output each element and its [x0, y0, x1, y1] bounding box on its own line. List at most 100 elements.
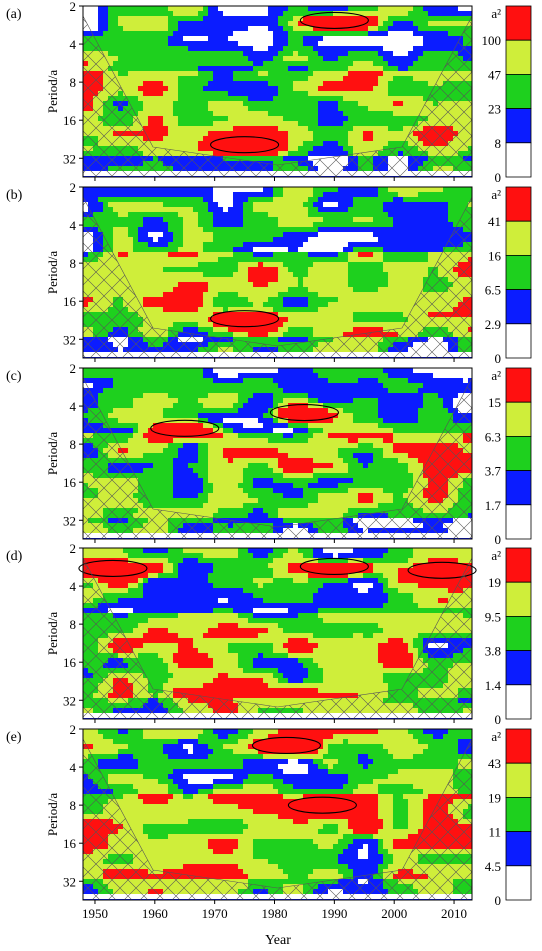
power-cell	[363, 51, 369, 57]
power-cell	[138, 187, 144, 193]
power-cell	[298, 66, 304, 72]
power-cell	[208, 197, 214, 203]
power-cell	[183, 297, 189, 303]
power-cell	[398, 307, 404, 313]
power-cell	[248, 227, 254, 233]
power-cell	[368, 46, 374, 52]
power-cell	[358, 101, 364, 107]
power-cell	[193, 96, 199, 102]
power-cell	[303, 192, 309, 198]
power-cell	[378, 262, 384, 268]
power-cell	[338, 247, 344, 253]
power-cell	[428, 6, 434, 12]
power-cell	[328, 212, 334, 218]
power-cell	[233, 11, 239, 17]
power-cell	[413, 91, 419, 97]
power-cell	[273, 151, 279, 157]
power-cell	[233, 126, 239, 132]
power-cell	[213, 96, 219, 102]
power-cell	[283, 81, 289, 87]
power-cell	[178, 277, 184, 283]
power-cell	[323, 126, 329, 132]
power-cell	[403, 36, 409, 42]
power-cell	[173, 36, 179, 42]
power-cell	[153, 217, 159, 223]
power-cell	[258, 277, 264, 283]
power-cell	[233, 51, 239, 57]
power-cell	[333, 31, 339, 37]
power-cell	[163, 76, 169, 82]
power-cell	[283, 327, 289, 333]
power-cell	[258, 197, 264, 203]
power-cell	[358, 46, 364, 52]
power-cell	[353, 292, 359, 298]
power-cell	[138, 101, 144, 107]
power-cell	[143, 307, 149, 313]
power-cell	[118, 81, 124, 87]
power-cell	[243, 131, 249, 137]
power-cell	[463, 187, 469, 193]
power-cell	[113, 26, 119, 32]
power-cell	[263, 257, 269, 263]
power-cell	[218, 222, 224, 228]
power-cell	[373, 227, 379, 233]
power-cell	[178, 66, 184, 72]
power-cell	[228, 141, 234, 147]
power-cell	[228, 36, 234, 42]
power-cell	[218, 302, 224, 308]
power-cell	[263, 277, 269, 283]
power-cell	[203, 247, 209, 253]
power-cell	[403, 247, 409, 253]
power-cell	[323, 187, 329, 193]
power-cell	[148, 292, 154, 298]
power-cell	[208, 151, 214, 157]
power-cell	[453, 202, 459, 208]
power-cell	[238, 141, 244, 147]
power-cell	[183, 66, 189, 72]
power-cell	[183, 131, 189, 137]
power-cell	[188, 207, 194, 213]
power-cell	[153, 227, 159, 233]
power-cell	[458, 197, 464, 203]
power-cell	[193, 222, 199, 228]
power-cell	[223, 247, 229, 253]
power-cell	[233, 41, 239, 47]
power-cell	[118, 262, 124, 268]
power-cell	[113, 16, 119, 22]
power-cell	[278, 41, 284, 47]
power-cell	[378, 277, 384, 283]
power-cell	[418, 282, 424, 288]
power-cell	[353, 197, 359, 203]
power-cell	[203, 222, 209, 228]
power-cell	[288, 202, 294, 208]
power-cell	[348, 56, 354, 62]
power-cell	[463, 21, 469, 27]
power-cell	[293, 26, 299, 32]
power-cell	[188, 297, 194, 303]
power-cell	[228, 307, 234, 313]
power-cell	[278, 257, 284, 263]
power-cell	[118, 66, 124, 72]
power-cell	[408, 31, 414, 37]
power-cell	[133, 41, 139, 47]
power-cell	[273, 192, 279, 198]
power-cell	[213, 111, 219, 117]
power-cell	[333, 41, 339, 47]
power-cell	[258, 312, 264, 318]
power-cell	[318, 46, 324, 52]
power-cell	[338, 21, 344, 27]
power-cell	[193, 277, 199, 283]
power-cell	[248, 312, 254, 318]
power-cell	[298, 242, 304, 248]
power-cell	[348, 146, 354, 152]
power-cell	[258, 207, 264, 213]
power-cell	[438, 41, 444, 47]
power-cell	[333, 76, 339, 82]
power-cell	[398, 212, 404, 218]
power-cell	[228, 192, 234, 198]
power-cell	[168, 197, 174, 203]
power-cell	[243, 61, 249, 67]
power-cell	[363, 257, 369, 263]
power-cell	[388, 101, 394, 107]
power-cell	[138, 297, 144, 303]
